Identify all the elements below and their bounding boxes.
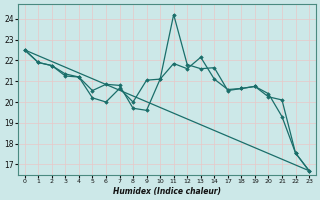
X-axis label: Humidex (Indice chaleur): Humidex (Indice chaleur) (113, 187, 221, 196)
